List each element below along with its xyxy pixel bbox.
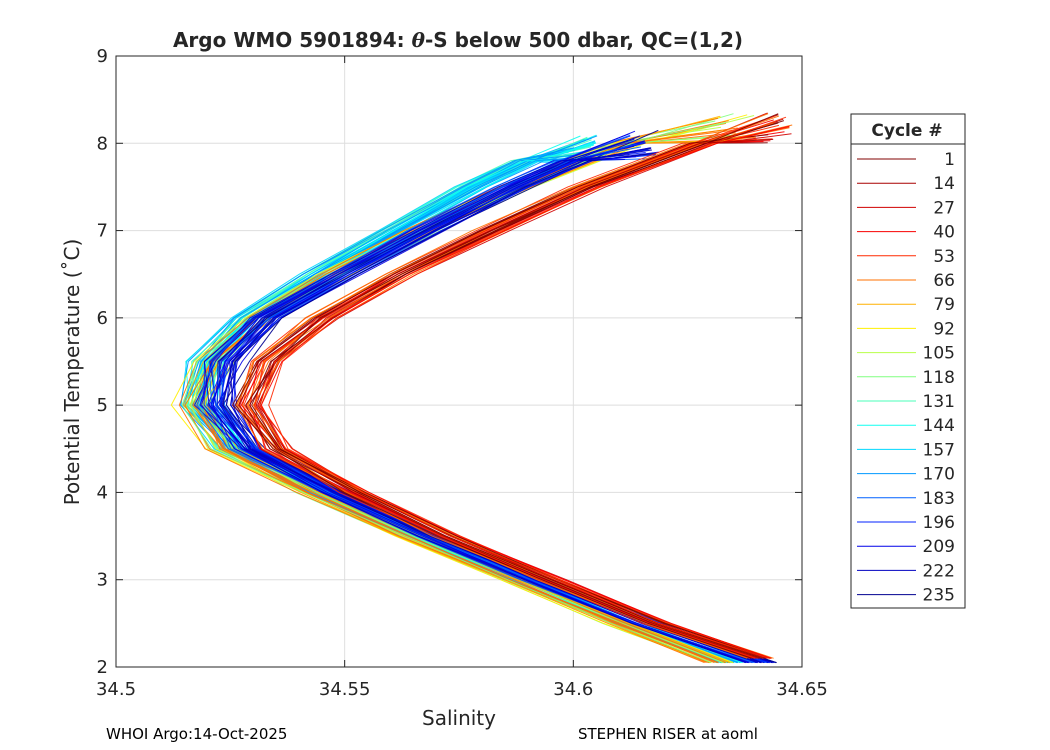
- y-tick-label: 5: [97, 395, 108, 416]
- legend: Cycle # 1 14 27 40 53 66 79 92 105 118 131 144 157 17…: [850, 113, 966, 609]
- x-tick-label: 34.55: [319, 679, 371, 700]
- x-axis-label: Salinity: [422, 706, 496, 730]
- y-tick-label: 8: [97, 133, 108, 154]
- x-tick-label: 34.6: [553, 679, 593, 700]
- legend-entry-label: 209: [923, 537, 955, 557]
- legend-entry-label: 235: [923, 586, 955, 606]
- cycle-profile-line: [196, 155, 746, 664]
- legend-entry-label: 170: [923, 465, 955, 485]
- cycle-profile-line: [236, 131, 767, 659]
- legend-entries: 1 14 27 40 53 66 79 92 105 118 131 144 157 170 183 196 2…: [857, 150, 955, 606]
- x-tick-label: 34.65: [776, 679, 828, 700]
- legend-entry-label: 222: [923, 561, 955, 581]
- legend-entry-label: 14: [933, 174, 955, 194]
- legend-entry-label: 196: [923, 513, 955, 533]
- cycle-profile-line: [238, 138, 774, 659]
- cycle-profile-line: [260, 125, 790, 659]
- chart-title: Argo WMO 5901894: θ-S below 500 dbar, QC…: [173, 28, 743, 52]
- legend-entry-label: 66: [933, 271, 955, 291]
- legend-entry-label: 1: [944, 150, 955, 170]
- legend-title: Cycle #: [871, 121, 942, 141]
- footer-right-label: STEPHEN RISER at aoml: [578, 725, 758, 743]
- y-axis-label: Potential Temperature (˚C): [60, 239, 84, 506]
- cycle-profile-line: [258, 116, 787, 659]
- cycle-profile-line: [219, 137, 762, 664]
- y-tick-label: 9: [97, 46, 108, 67]
- legend-entry-label: 53: [933, 247, 955, 267]
- chart-title-prefix: Argo WMO 5901894:: [173, 28, 412, 52]
- axes-background: [116, 56, 802, 667]
- legend-entry-label: 40: [933, 223, 955, 243]
- profile-curves: [170, 112, 793, 664]
- y-tick-label: 7: [97, 221, 108, 242]
- y-tick-label: 6: [97, 308, 108, 329]
- cycle-profile-line: [234, 134, 769, 659]
- x-tick-label: 34.5: [96, 679, 136, 700]
- legend-entry-label: 79: [933, 295, 955, 315]
- legend-entry-label: 27: [933, 198, 955, 218]
- cycle-profile-line: [212, 156, 748, 664]
- chart-title-theta: θ: [412, 28, 426, 52]
- y-tick-label: 3: [97, 570, 108, 591]
- legend-entry-label: 144: [923, 416, 955, 436]
- y-tick-label: 2: [97, 657, 108, 678]
- legend-entry-label: 105: [923, 344, 955, 364]
- legend-entry-label: 183: [923, 489, 955, 509]
- footer-left-label: WHOI Argo:14-Oct-2025: [106, 725, 288, 743]
- y-tick-label: 4: [97, 482, 108, 503]
- cycle-profile-line: [241, 113, 769, 659]
- legend-entry-label: 92: [933, 319, 955, 339]
- axes-box: [115, 55, 803, 668]
- chart-title-suffix: -S below 500 dbar, QC=(1,2): [425, 28, 743, 52]
- legend-entry-label: 118: [923, 368, 955, 388]
- cycle-profile-line: [203, 154, 747, 664]
- legend-entry-label: 131: [923, 392, 955, 412]
- axis-ticks: 34.5 34.55 34.6 34.65 2 3 4 5 6 7 8 9: [96, 46, 828, 700]
- cycle-profile-line: [208, 134, 754, 664]
- legend-box: [850, 113, 966, 609]
- legend-entry-label: 157: [923, 440, 955, 460]
